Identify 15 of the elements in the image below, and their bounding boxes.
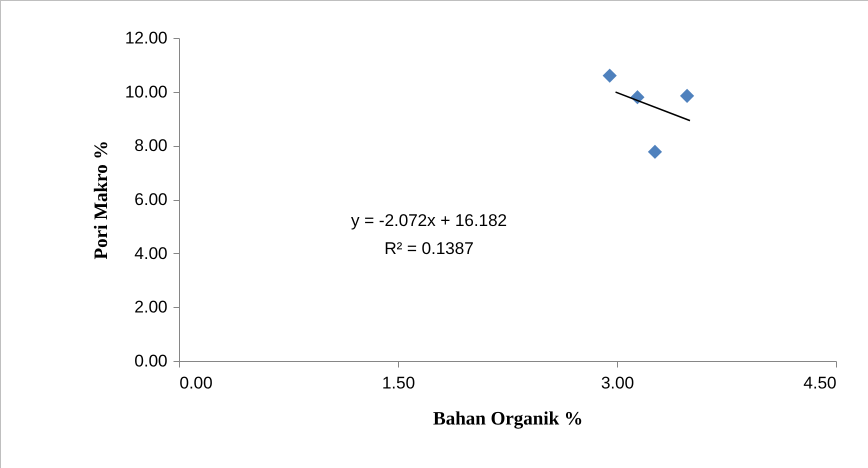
x-tick-label: 4.50	[803, 374, 836, 392]
y-tick-label: 4.00	[134, 244, 168, 263]
y-axis-title: Pori Makro %	[90, 140, 112, 260]
annotation: R² = 0.1387	[384, 239, 474, 258]
x-axis-title: Bahan Organik %	[433, 408, 583, 430]
y-tick-label: 8.00	[134, 136, 168, 156]
x-tick-label: 0.00	[180, 374, 213, 392]
y-tick-label: 12.00	[124, 28, 168, 48]
x-tick-label: 3.00	[600, 374, 634, 392]
x-tick-label: 1.50	[382, 374, 416, 392]
y-tick-label: 0.00	[134, 352, 168, 370]
y-tick-label: 2.00	[134, 298, 168, 317]
y-tick-label: 6.00	[134, 190, 168, 209]
annotation: y = -2.072x + 16.182	[351, 211, 507, 230]
y-tick-label: 10.00	[124, 82, 168, 102]
